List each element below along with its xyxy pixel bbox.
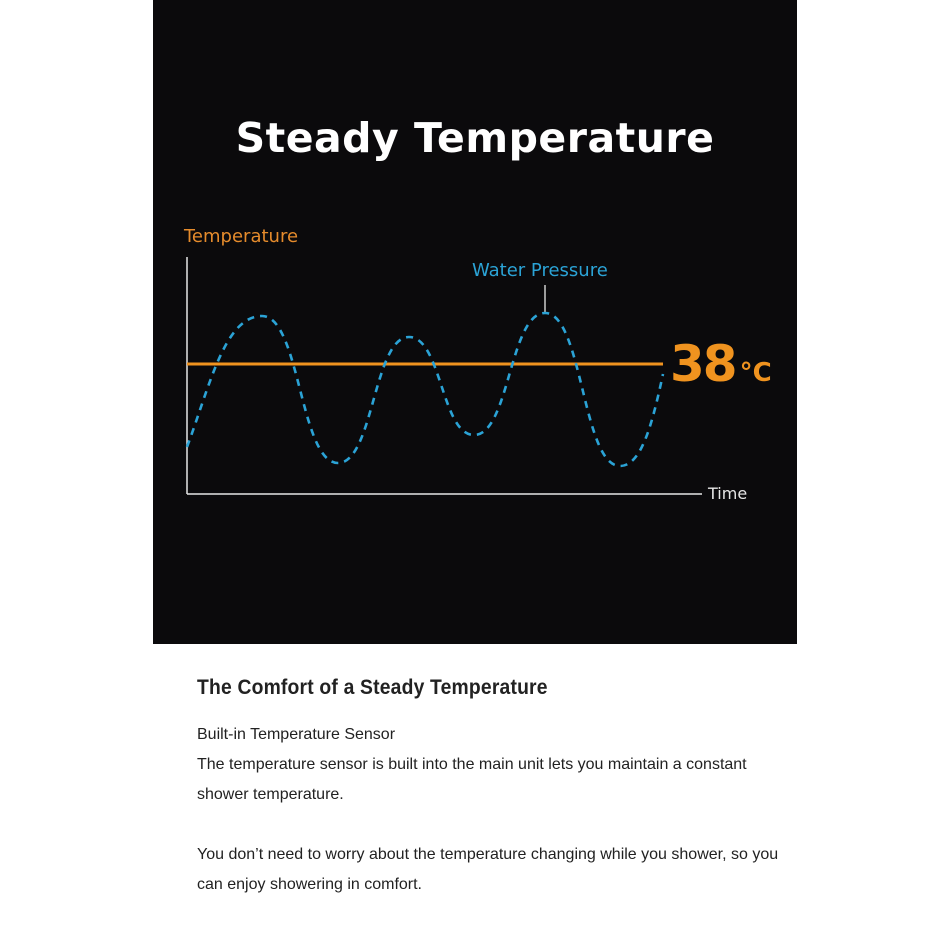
paragraph-comfort: You don’t need to worry about the temper… — [197, 846, 779, 893]
temperature-unit: °C — [739, 358, 772, 388]
paragraph-sensor: The temperature sensor is built into the… — [197, 756, 747, 803]
temperature-graph — [185, 257, 702, 495]
hero-title: Steady Temperature — [235, 114, 715, 162]
hero-banner: Steady Temperature Temperature Water Pre… — [153, 0, 797, 644]
y-axis-label: Temperature — [184, 226, 299, 247]
description-body: Built-in Temperature Sensor The temperat… — [197, 720, 797, 900]
temperature-value: 38 — [670, 335, 738, 393]
description-section: The Comfort of a Steady Temperature Buil… — [197, 676, 797, 900]
temperature-readout: 38 °C — [670, 335, 772, 393]
water-pressure-wave — [185, 311, 665, 468]
section-heading: The Comfort of a Steady Temperature — [197, 676, 548, 699]
subheading: Built-in Temperature Sensor — [197, 726, 396, 743]
x-axis-label: Time — [708, 484, 748, 503]
water-pressure-label: Water Pressure — [472, 260, 608, 281]
